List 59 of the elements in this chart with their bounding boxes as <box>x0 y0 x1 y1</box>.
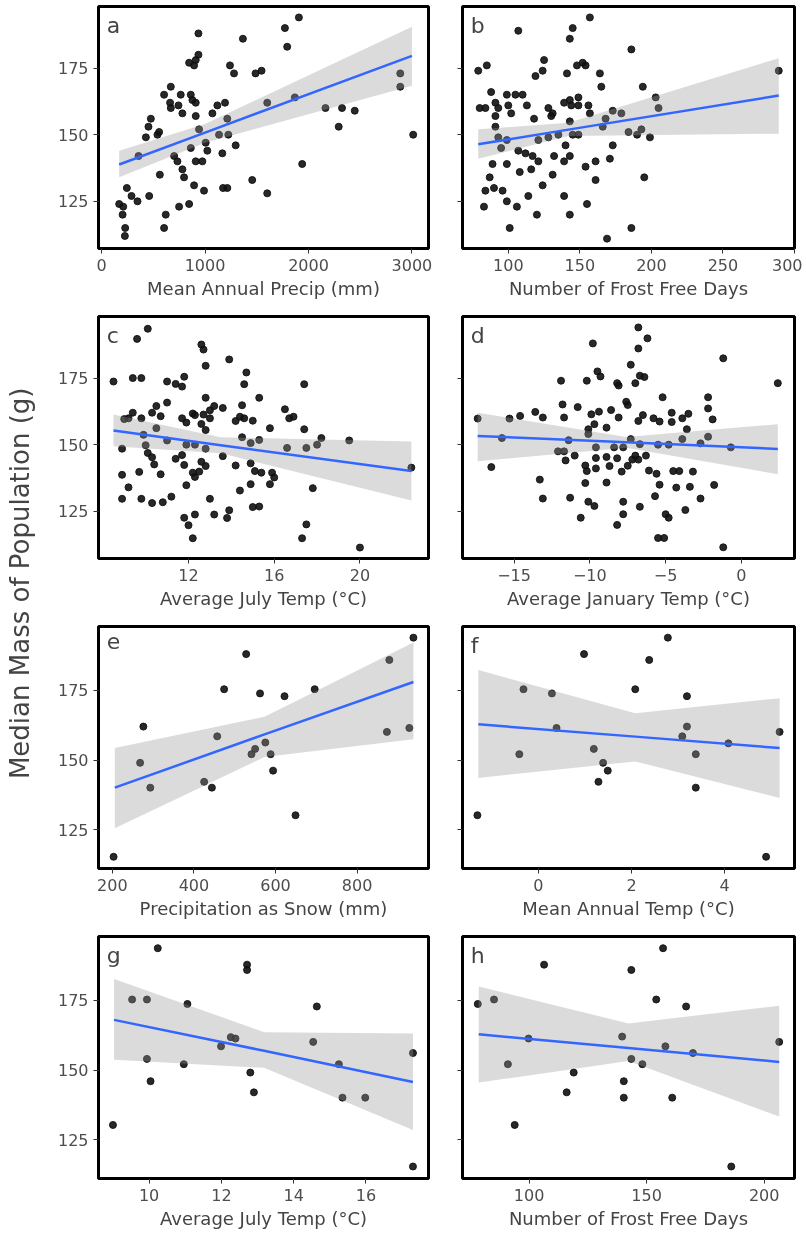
y-tick-label: 150 <box>57 125 89 145</box>
x-axis-title: Mean Annual Precip (mm) <box>147 277 380 299</box>
x-tick-label: 10 <box>138 1185 160 1205</box>
x-tick-label: −5 <box>653 565 678 585</box>
x-axis-title: Average January Temp (°C) <box>507 587 750 609</box>
y-tick-label: 125 <box>57 820 89 840</box>
x-tick-label: 200 <box>97 875 128 895</box>
x-tick-label: 0 <box>533 875 544 895</box>
x-tick-label: 100 <box>493 255 524 275</box>
y-tick-label: 175 <box>57 991 89 1011</box>
x-axis-title: Precipitation as Snow (mm) <box>139 897 388 919</box>
x-tick-label: 0 <box>96 255 107 275</box>
y-tick-label: 150 <box>57 751 89 771</box>
x-axis-title: Number of Frost Free Days <box>508 1207 749 1229</box>
x-tick-label: 20 <box>349 565 371 585</box>
x-tick-label: 16 <box>355 1185 377 1205</box>
x-tick-label: 1000 <box>184 255 226 275</box>
x-tick-label: −15 <box>497 565 531 585</box>
y-tick-label: 175 <box>57 369 89 389</box>
x-tick-label: 12 <box>178 565 199 585</box>
annotation: f <box>470 632 480 658</box>
annotation: g <box>106 942 121 968</box>
x-tick-label: 300 <box>771 255 803 275</box>
annotation: h <box>470 942 485 968</box>
x-axis-title: Number of Frost Free Days <box>508 277 749 299</box>
y-tick-label: 125 <box>57 192 89 212</box>
y-tick-label: 150 <box>57 1061 89 1081</box>
x-tick-label: 200 <box>748 1185 780 1205</box>
x-tick-label: 150 <box>564 255 596 275</box>
x-tick-label: 12 <box>211 1185 232 1205</box>
x-tick-label: 800 <box>341 875 373 895</box>
y-tick-label: 175 <box>57 681 89 701</box>
x-tick-label: 600 <box>260 875 291 895</box>
x-tick-label: 2 <box>626 875 637 895</box>
x-tick-label: 3000 <box>391 255 433 275</box>
y-tick-label: 175 <box>57 59 89 79</box>
annotation: b <box>470 12 485 38</box>
x-tick-label: 100 <box>513 1185 545 1205</box>
x-tick-label: −10 <box>572 565 607 585</box>
x-tick-label: 400 <box>178 875 210 895</box>
annotation: c <box>106 322 119 348</box>
x-tick-label: 4 <box>719 875 730 895</box>
annotation: e <box>106 628 121 654</box>
x-tick-label: 16 <box>264 565 285 585</box>
x-tick-label: 200 <box>636 255 667 275</box>
annotation: a <box>106 12 121 38</box>
x-tick-label: 0 <box>736 565 747 585</box>
y-axis-title: Median Mass of Population (g) <box>5 387 36 780</box>
x-tick-label: 14 <box>283 1185 304 1205</box>
y-tick-label: 125 <box>57 502 89 522</box>
y-tick-label: 125 <box>57 1130 89 1150</box>
x-axis-title: Mean Annual Temp (°C) <box>522 897 735 919</box>
x-tick-label: 150 <box>631 1185 662 1205</box>
x-tick-label: 250 <box>707 255 739 275</box>
y-tick-label: 150 <box>57 435 89 455</box>
x-axis-title: Average July Temp (°C) <box>159 587 368 609</box>
annotation: d <box>470 322 485 348</box>
x-axis-title: Average July Temp (°C) <box>159 1207 368 1229</box>
x-tick-label: 2000 <box>288 255 329 275</box>
